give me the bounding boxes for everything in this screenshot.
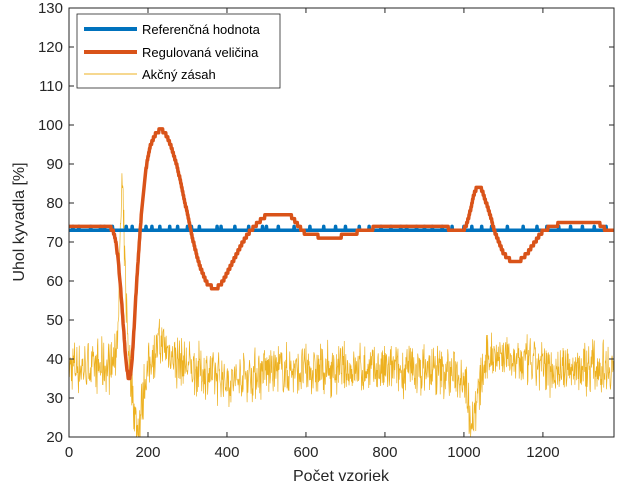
y-tick-label: 20 [46, 429, 63, 446]
plot-frame [68, 7, 615, 438]
legend: Referenčná hodnota Regulovaná veličina A… [76, 13, 281, 89]
y-tick-label: 30 [46, 390, 63, 407]
y-tick-label: 40 [46, 351, 63, 368]
legend-label-controlled: Regulovaná veličina [142, 45, 259, 60]
y-tick-label: 50 [46, 312, 63, 329]
x-tick-label: 400 [214, 444, 239, 461]
y-tick-label: 70 [46, 234, 63, 251]
x-tick-label: 800 [372, 444, 397, 461]
y-tick-label: 80 [46, 195, 63, 212]
series-line-controlled [69, 127, 614, 381]
axis-ticks: 0 200 400 600 800 1000 1200 20 30 40 50 60 70 80 90 100… [38, 0, 614, 461]
y-tick-label: 120 [38, 39, 63, 56]
y-tick-label: 60 [46, 273, 63, 290]
x-tick-label: 600 [293, 444, 318, 461]
x-tick-label: 200 [135, 444, 160, 461]
series-line-reference [69, 224, 614, 233]
y-axis-label: Uhol kyvadla [%] [11, 162, 28, 281]
x-tick-label: 1000 [447, 444, 480, 461]
y-tick-label: 130 [38, 0, 63, 17]
legend-label-action: Akčný zásah [142, 67, 216, 82]
y-tick-label: 90 [46, 156, 63, 173]
legend-label-reference: Referenčná hodnota [142, 22, 261, 37]
series-layer [69, 127, 614, 437]
y-tick-label: 110 [39, 78, 63, 95]
y-tick-label: 100 [38, 117, 63, 134]
x-tick-label: 1200 [526, 444, 559, 461]
x-axis-label: Počet vzoriek [293, 468, 390, 485]
series-line-action [69, 173, 614, 437]
x-tick-label: 0 [65, 444, 73, 461]
